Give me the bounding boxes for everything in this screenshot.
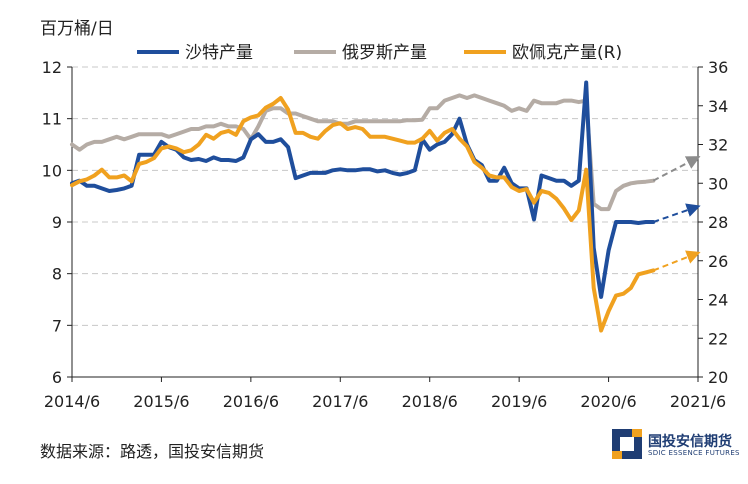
x-tick-label: 2015/6: [133, 392, 189, 411]
x-tick-label: 2018/6: [402, 392, 458, 411]
projection-arrow: [652, 250, 701, 272]
y-right-tick-label: 28: [708, 213, 728, 232]
y-right-tick-label: 34: [708, 97, 728, 116]
legend: 沙特产量 俄罗斯产量 欧佩克产量(R): [137, 43, 622, 63]
y-left-tick-label: 8: [52, 265, 62, 284]
series-layer: [70, 80, 701, 333]
legend-label: 沙特产量: [185, 43, 253, 63]
y-right-tick-label: 22: [708, 329, 728, 348]
x-tick-label: 2021/6: [670, 392, 726, 411]
x-tick-label: 2019/6: [491, 392, 547, 411]
y-right-tick-label: 24: [708, 291, 728, 310]
legend-label: 欧佩克产量(R): [512, 43, 622, 63]
x-tick-label: 2017/6: [312, 392, 368, 411]
x-tick-label: 2020/6: [580, 392, 636, 411]
axes: 6 7 8 9 10 11 12 20 22 24 26 28 30 32 34 36 2014/6 2015/6…: [42, 58, 729, 411]
brand-mark-icon: [612, 429, 642, 459]
brand-name: 国投安信期货: [648, 434, 732, 450]
y-left-tick-label: 9: [52, 213, 62, 232]
projection-arrow: [652, 156, 701, 182]
x-tick-label: 2014/6: [44, 392, 100, 411]
y-left-tick-label: 11: [42, 110, 62, 129]
y-left-tick-label: 7: [52, 316, 62, 335]
brand-subtitle: SDIC ESSENCE FUTURES: [648, 449, 740, 457]
x-tick-label: 2016/6: [223, 392, 279, 411]
y-right-tick-label: 36: [708, 58, 728, 77]
series-line: [70, 96, 656, 333]
y-left-tick-label: 10: [42, 161, 62, 180]
y-right-tick-label: 20: [708, 368, 728, 387]
y-left-tick-label: 6: [52, 368, 62, 387]
series-line: [70, 80, 656, 299]
y-right-tick-label: 26: [708, 252, 728, 271]
gridlines: [72, 66, 698, 326]
legend-label: 俄罗斯产量: [342, 43, 427, 63]
y-axis-unit-label: 百万桶/日: [40, 19, 114, 39]
y-right-tick-label: 30: [708, 174, 728, 193]
projection-arrow: [652, 203, 701, 223]
brand-logo: 国投安信期货 SDIC ESSENCE FUTURES: [612, 425, 748, 465]
y-right-tick-label: 32: [708, 136, 728, 155]
y-left-tick-label: 12: [42, 58, 62, 77]
series-line: [70, 93, 656, 212]
source-note: 数据来源：路透，国投安信期货: [40, 442, 265, 461]
